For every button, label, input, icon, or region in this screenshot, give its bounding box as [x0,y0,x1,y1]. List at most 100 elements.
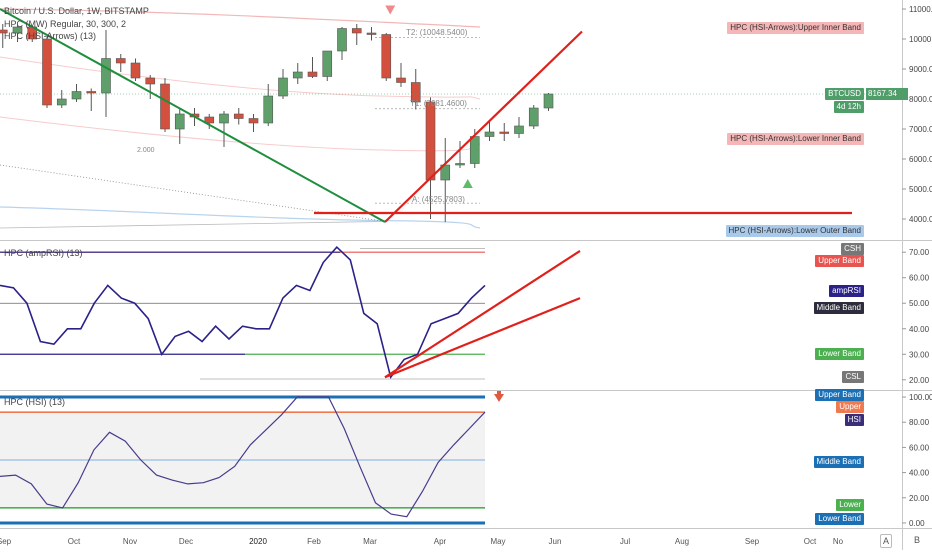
time-axis-label: Sep [0,537,12,546]
hsi-down-arrow-icon [494,394,504,402]
candle-body [204,116,215,124]
price-tick-label: 10000.00 [909,35,932,44]
rsi-tick-label: 20.00 [909,376,930,385]
lower-inner-band [0,116,481,152]
price-tick-label: 9000.00 [909,65,932,74]
hsi-lower-band-tag: Lower Band [815,513,864,525]
sell-arrow-icon [385,5,396,15]
time-axis-label: 2020 [249,537,267,546]
time-axis-label: Aug [675,537,689,546]
hsi-tag: HSI [844,414,864,426]
candle-body [425,101,436,181]
hsi-middle-band-tag: Middle Band [813,456,864,468]
candle-body [174,113,185,130]
time-axis-label: Jun [549,537,562,546]
auto-scale-button[interactable]: A [880,534,892,548]
candle-body [101,58,111,94]
indicator-arrows-title[interactable]: HPC (HSI-Arrows) (13) [4,31,97,41]
candle-body [366,32,377,35]
price-tick-label: 8000.00 [909,95,932,104]
price-tick-label: 7000.00 [909,125,932,134]
hsi-tick-label: 0.00 [909,519,925,528]
green-trend-line [0,8,386,223]
lower-outer-band [0,206,481,229]
t1-annotation: T1: (7681.4600) [410,99,467,108]
base-line [0,221,386,229]
candle-body [499,131,510,134]
candle-body [115,58,126,64]
upper-outer-band [0,8,481,28]
candle-body [292,71,303,79]
hsi-tick-label: 80.00 [909,418,930,427]
candle-body [86,91,97,94]
candle-body [307,71,318,77]
candle-body [322,50,333,77]
hsi-tick-label: 100.00 [909,393,932,402]
price-tick-label: 5000.00 [909,185,932,194]
rsi-pane-title[interactable]: HPC (ampRSI) (13) [4,248,83,258]
countdown-tag: 4d 12h [833,101,864,113]
upper-inner-band [0,56,481,100]
upper-inner-band-tag: HPC (HSI-Arrows):Upper Inner Band [727,22,864,34]
time-axis-label: Sep [745,537,760,546]
rsi-upper-band-tag: Upper Band [815,255,864,267]
price-tick-label: 4000.00 [909,215,932,224]
candle-body [396,77,406,83]
hsi-pane-title[interactable]: HPC (HSI) (13) [4,397,66,407]
candle-body [160,83,170,130]
candle-body [528,107,539,127]
red-trend-line [384,30,583,223]
rsi-tick-label: 70.00 [909,248,930,257]
rsi-middle-band-tag: Middle Band [813,302,864,314]
candle-body [455,163,465,166]
candle-body [56,98,67,106]
rsi-red-line-upper [384,250,581,379]
candle-body [12,26,23,34]
time-axis-label: Apr [434,537,447,546]
candle-body [0,29,8,34]
time-axis-label: Dec [179,537,193,546]
candle-body [514,125,524,134]
hsi-line [0,396,486,518]
price-tick-label: 11000.00 [909,5,932,14]
time-axis-label: Jul [620,537,630,546]
candle-body [543,93,554,109]
log-scale-button[interactable]: B [914,535,921,545]
t2-annotation: T2: (10048.5400) [406,28,468,37]
rsi-tick-label: 50.00 [909,299,930,308]
symbol-tag: BTCUSD [825,88,864,100]
candle-body [248,118,259,124]
amprsi-line [0,245,486,380]
candle-body [484,131,495,137]
time-axis-label: Feb [307,537,321,546]
hsi-down-arrow-stem [497,391,501,395]
rsi-tick-label: 60.00 [909,274,930,283]
lower-inner-band-tag: HPC (HSI-Arrows):Lower Inner Band [727,133,864,145]
candle-body [219,113,229,124]
hsi-upper-tag: Upper [836,401,864,413]
time-axis-label: Mar [363,537,377,546]
symbol-title: Bitcoin / U.S. Dollar, 1W, BITSTAMP [4,6,149,16]
candle-body [469,136,480,164]
candle-body [263,95,274,124]
buy-arrow-icon [462,179,473,188]
candle-body [337,28,347,52]
hsi-tick-label: 40.00 [909,469,930,478]
time-axis-label: Nov [123,537,137,546]
hsi-tick-label: 60.00 [909,443,930,452]
fib-level-label: 2.000 [137,147,155,154]
time-axis-label: Oct [68,537,81,546]
time-axis-label: No [833,537,844,546]
rsi-red-line-lower [384,297,581,379]
csl-tag: CSL [842,371,864,383]
indicator-mw-title[interactable]: HPC (MW) Regular, 30, 300, 2 [4,19,127,29]
last-price-tag: 8167.34 [866,88,908,100]
time-axis-label: May [490,537,505,546]
candle-body [381,34,392,79]
candle-body [410,82,421,103]
price-tick-label: 6000.00 [909,155,932,164]
hsi-lower-tag: Lower [836,499,864,511]
a-annotation: A: (4525.7803) [412,195,465,204]
